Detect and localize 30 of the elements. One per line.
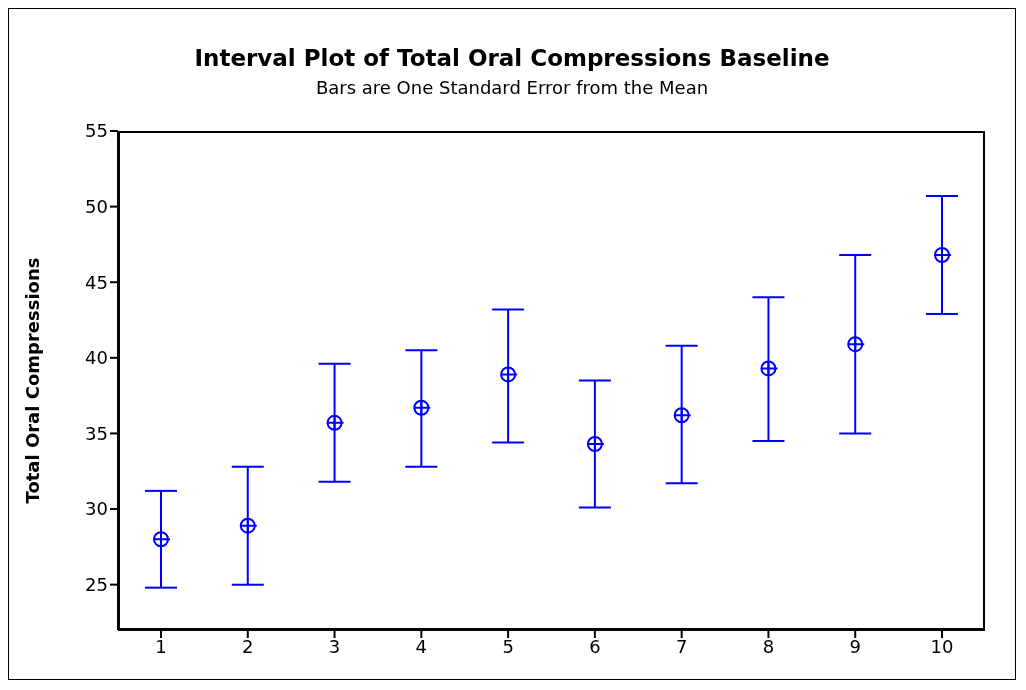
x-tick-label: 7 [675, 635, 688, 657]
y-tick-label: 35 [85, 422, 108, 444]
point [934, 246, 952, 263]
y-tick-label: 40 [85, 347, 108, 369]
y-tick-label: 55 [85, 120, 108, 142]
point [847, 336, 866, 353]
y-tick-label: 45 [85, 271, 108, 293]
x-tick-label: 3 [328, 635, 341, 657]
x-tick-label: 10 [930, 635, 954, 657]
x-tick-label: 9 [849, 635, 861, 657]
y-tick-label: 25 [85, 574, 108, 596]
point [760, 360, 779, 377]
point [500, 366, 519, 383]
chart-title: Interval Plot of Total Oral Compressions Baseline [193, 45, 831, 71]
x-tick-label: 1 [155, 635, 167, 657]
chart-subtitle: Bars are One Standard Error from the Mean [314, 77, 710, 98]
point [326, 414, 345, 431]
point [586, 436, 605, 453]
x-tick-label: 6 [589, 635, 601, 657]
x-tick-label: 8 [762, 635, 775, 657]
x-tick-label: 2 [242, 635, 254, 657]
point [239, 517, 258, 534]
point [153, 531, 171, 548]
y-tick-label: 30 [85, 498, 108, 520]
x-tick-label: 5 [502, 635, 514, 657]
y-axis-title: Total Oral Compressions [22, 257, 43, 504]
point [673, 407, 692, 424]
y-tick-label: 50 [85, 196, 108, 217]
x-tick-label: 4 [415, 635, 428, 657]
point [413, 399, 432, 416]
